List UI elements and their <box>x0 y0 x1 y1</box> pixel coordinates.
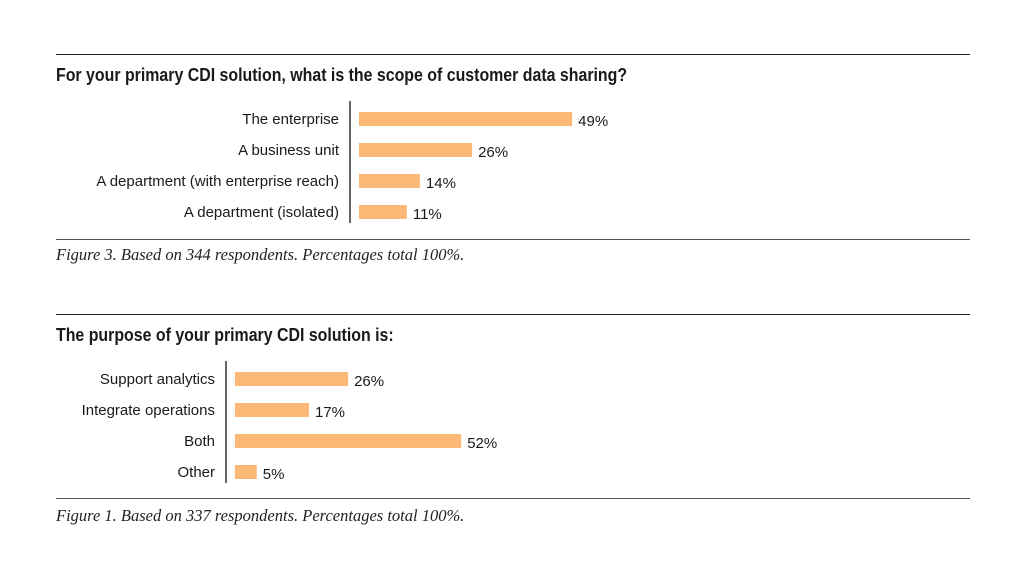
value-label: 5% <box>263 466 285 483</box>
value-label: 14% <box>426 175 456 192</box>
category-label: A department (isolated) <box>184 204 339 221</box>
bar <box>235 372 349 386</box>
chart-title: For your primary CDI solution, what is t… <box>56 64 628 85</box>
value-label: 17% <box>315 404 345 421</box>
value-label: 26% <box>354 373 384 390</box>
category-label: The enterprise <box>242 111 339 128</box>
bar <box>359 143 473 157</box>
value-label: 11% <box>413 206 442 223</box>
bar <box>359 205 407 219</box>
figure-caption: Figure 3. Based on 344 respondents. Perc… <box>56 245 465 264</box>
bar <box>359 112 573 126</box>
top-rule <box>56 314 970 315</box>
top-rule <box>56 54 970 55</box>
bar <box>235 403 309 417</box>
bar <box>359 174 420 188</box>
chart-panel-purpose: The purpose of your primary CDI solution… <box>56 0 970 583</box>
bar-chart-scope: The enterprise 49% A business unit 26% A dep… <box>96 101 608 223</box>
category-label: A department (with enterprise reach) <box>96 173 339 190</box>
bottom-rule <box>56 239 970 240</box>
bar-chart-purpose: Support analytics 26% Integrate operations… <box>82 361 497 483</box>
category-label: Integrate operations <box>82 402 215 419</box>
category-label: Other <box>177 464 215 481</box>
bar <box>235 434 462 448</box>
value-label: 26% <box>478 144 508 161</box>
figure-caption: Figure 1. Based on 337 respondents. Perc… <box>56 506 465 525</box>
category-label: A business unit <box>238 142 340 159</box>
value-label: 52% <box>467 435 497 452</box>
chart-panel-scope: For your primary CDI solution, what is t… <box>56 0 970 280</box>
bottom-rule <box>56 498 970 499</box>
category-label: Support analytics <box>100 371 215 388</box>
category-label: Both <box>184 433 215 450</box>
value-label: 49% <box>578 113 608 130</box>
bar <box>235 465 257 479</box>
chart-title: The purpose of your primary CDI solution… <box>56 324 394 345</box>
